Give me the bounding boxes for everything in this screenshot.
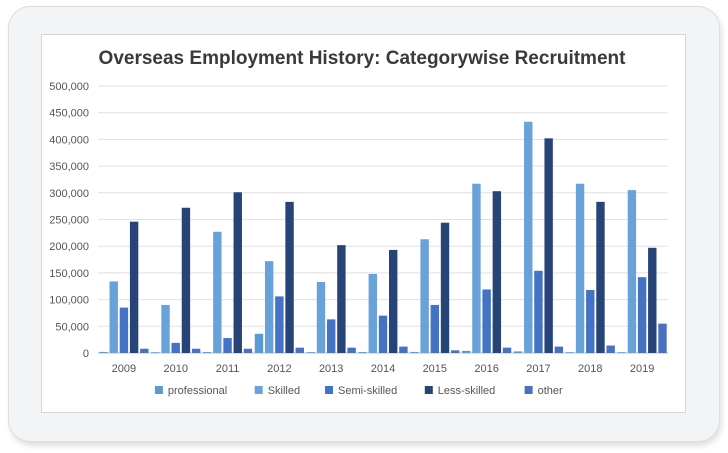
bar [202,352,212,353]
bar [140,348,149,353]
bar [213,231,222,353]
bar [502,347,512,353]
x-tick-label: 2011 [216,363,240,375]
y-tick-label: 500,000 [49,81,89,93]
legend: professional Skilled Semi-skilled Less-skil… [154,385,563,397]
bar [264,261,274,353]
bar [181,207,191,353]
x-tick-label: 2014 [371,363,395,375]
bar [119,307,129,353]
x-tick-label: 2010 [163,363,187,375]
bar [606,345,615,353]
x-tick-label: 2016 [474,363,498,375]
bar [637,277,647,353]
bar [347,347,356,353]
bar [544,138,553,353]
legend-swatch [424,386,433,394]
bar [554,346,564,353]
y-tick-label: 400,000 [49,134,89,146]
bar [389,249,398,353]
bar [191,348,201,353]
bar [378,315,388,353]
bar [420,239,429,353]
legend-label: Skilled [268,385,300,397]
bar [524,121,533,353]
x-tick-label: 2019 [630,363,654,375]
bar [171,342,180,353]
bar [129,221,139,353]
x-tick-label: 2013 [319,363,343,375]
bar [326,319,336,353]
bar [565,352,575,353]
bar [492,191,502,353]
x-tick-label: 2009 [112,363,136,375]
bar [161,304,170,353]
bar [513,351,523,353]
bar [430,304,440,353]
bar [99,351,108,353]
bar [233,192,242,353]
bar [440,222,450,353]
x-tick-label: 2017 [526,363,550,375]
bar [358,352,367,353]
bar [596,201,605,353]
bar [316,281,326,353]
bar [285,201,294,353]
chart-title: Overseas Employment History: Categorywis… [99,48,627,69]
bar [151,352,160,353]
bar [534,270,543,353]
x-tick-label: 2012 [267,363,291,375]
bar [275,296,284,353]
y-tick-label: 0 [83,348,89,360]
y-tick-label: 150,000 [49,268,89,280]
x-tick-label: 2015 [423,363,447,375]
legend-label: professional [168,385,227,397]
x-axis: 2009 2010 2011 2012 2013 2014 2015 2016 2017 2018… [112,363,655,375]
bar [295,347,304,353]
bars [99,121,667,353]
bar [472,183,481,353]
y-tick-label: 200,000 [49,241,89,253]
bar [627,190,637,353]
legend-label: other [538,385,563,397]
legend-label: Less-skilled [438,385,495,397]
y-tick-label: 250,000 [49,215,89,227]
bar [254,333,264,353]
y-tick-label: 350,000 [49,161,89,173]
bar [399,346,408,353]
legend-label: Semi-skilled [338,385,397,397]
bar [243,348,253,353]
bar [109,281,118,353]
bar [462,350,471,353]
legend-swatch [325,386,333,394]
bar [223,338,232,353]
bar [575,183,585,353]
legend-swatch [154,386,163,394]
y-axis: 0 50,000 100,000 150,000 200,000 250,000 300,0… [49,81,89,360]
bar [617,352,626,353]
legend-swatch [254,386,263,394]
bar [410,351,419,353]
y-tick-label: 450,000 [49,108,89,120]
legend-swatch [524,386,533,394]
bar [482,289,491,353]
bar [306,352,315,353]
bar [658,323,667,353]
bar [648,247,657,353]
bar [337,245,346,353]
x-tick-label: 2018 [578,363,602,375]
y-tick-label: 100,000 [49,295,89,307]
y-tick-label: 50,000 [55,321,89,333]
bar [586,289,595,353]
y-tick-label: 300,000 [49,188,89,200]
bar [451,350,460,353]
bar [368,273,377,353]
